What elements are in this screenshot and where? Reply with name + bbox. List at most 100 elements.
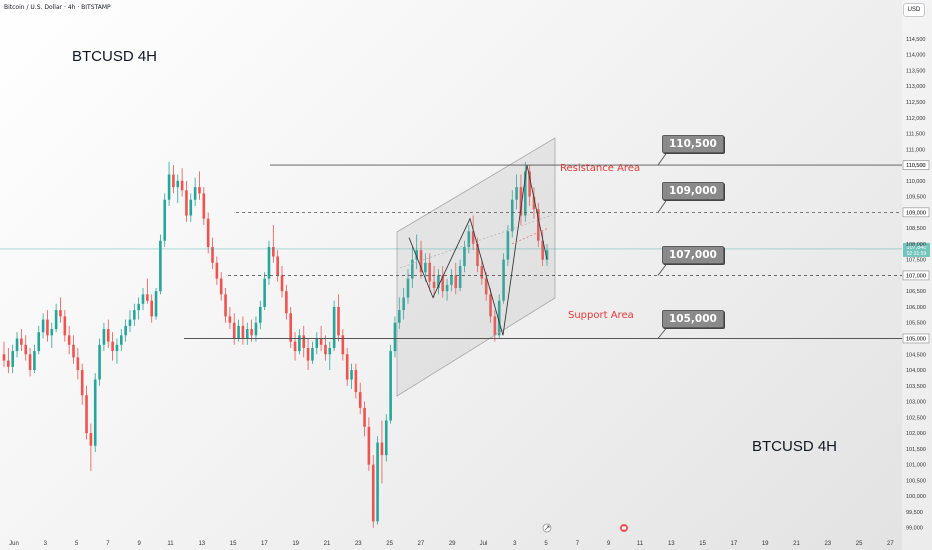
candle-body — [241, 325, 245, 339]
candle-body — [202, 193, 206, 219]
y-tick-label: 104,500 — [906, 352, 926, 358]
x-tick-label: 5 — [75, 541, 79, 547]
candle-body — [402, 297, 405, 311]
candle-body — [228, 316, 232, 323]
candle-body — [189, 199, 193, 216]
price-tag-107000-bg — [902, 270, 930, 281]
x-tick-label: 19 — [762, 541, 769, 547]
x-tick-label: 7 — [106, 541, 110, 547]
candle-body — [72, 344, 75, 358]
candle-body — [424, 262, 427, 273]
candle-body — [250, 329, 253, 336]
candle-body — [306, 347, 310, 361]
candle-body — [7, 360, 10, 367]
flag-icon-glyph — [622, 526, 626, 530]
candle-body — [93, 379, 97, 446]
candle-body — [54, 310, 58, 330]
candle-body — [159, 240, 162, 292]
candle-body — [384, 420, 388, 456]
y-tick-label: 101,500 — [906, 447, 926, 453]
y-tick-label: 103,000 — [906, 400, 926, 406]
candle-body — [328, 347, 332, 355]
candle-body — [33, 351, 36, 371]
candle-body — [180, 180, 184, 191]
x-tick-label: 27 — [418, 541, 425, 547]
candle-body — [167, 174, 171, 200]
candle-body — [133, 310, 136, 320]
candle-body — [141, 294, 145, 304]
ascending-channel — [396, 137, 556, 397]
y-tick-label: 99,000 — [906, 526, 923, 532]
candle-body — [289, 313, 293, 342]
callout-105000: 105,000 — [662, 310, 724, 328]
callout-connector — [657, 261, 669, 276]
x-tick-label: 15 — [230, 541, 237, 547]
x-tick-label: 7 — [576, 541, 580, 547]
candle-body — [76, 357, 80, 371]
y-tick-label: 110,500 — [906, 163, 925, 169]
candle-body — [545, 250, 549, 260]
candle-body — [324, 344, 327, 355]
candle-body — [137, 303, 140, 311]
event-icon — [542, 523, 552, 533]
candle-body — [285, 291, 288, 314]
candle-body — [523, 171, 527, 216]
candle-body — [24, 344, 28, 355]
y-tick-label: 104,000 — [906, 368, 926, 374]
y-tick-label: 113,000 — [906, 84, 925, 90]
time-axis: Jun 3 5 7 9 11 13 15 17 19 21 23 25 27 29 Jul 3 5 7 9 11 13 15… — [9, 541, 894, 547]
candle-body — [254, 322, 258, 336]
x-tick-label: 13 — [668, 541, 675, 547]
callout-107000: 107,000 — [662, 246, 724, 264]
candle-body — [232, 322, 236, 339]
candle-body — [380, 442, 384, 456]
candle-body — [111, 341, 114, 352]
y-tick-label: 102,500 — [906, 415, 926, 421]
price-axis-bg — [902, 0, 932, 550]
candle-body — [437, 275, 440, 289]
callout-connector — [657, 325, 669, 339]
overlay-layer: 110,500 109,000 107,000 105,000 107,84002:31… — [0, 137, 930, 533]
symbol-header[interactable]: Bitcoin / U.S. Dollar · 4h · BITSTAMP — [4, 4, 111, 11]
candle-body — [119, 335, 123, 345]
chart-title-top: BTCUSD 4H — [72, 48, 158, 65]
x-tick-label: 5 — [544, 541, 548, 547]
candle-body — [272, 247, 275, 257]
candle-body — [98, 344, 101, 380]
candle-body — [337, 306, 340, 336]
candle-body — [489, 294, 492, 317]
candle-body — [128, 319, 132, 326]
callout-109000: 109,000 — [662, 182, 724, 200]
y-tick-label: 102,000 — [906, 431, 926, 437]
candle-body — [237, 325, 240, 339]
candle-body — [215, 262, 219, 279]
x-tick-label: Jun — [9, 541, 19, 547]
candle-body — [172, 174, 175, 188]
candle-body — [37, 332, 41, 352]
x-tick-label: 13 — [198, 541, 205, 547]
candle-body — [415, 250, 418, 260]
candle-body — [476, 243, 479, 266]
candle-body — [467, 231, 471, 248]
candle-body — [89, 433, 93, 446]
candle-body — [315, 338, 319, 348]
candle-body — [506, 231, 510, 260]
zigzag-pattern — [408, 164, 548, 336]
candle-body — [176, 180, 180, 188]
chart-title-bottom: BTCUSD 4H — [752, 438, 838, 455]
candle-body — [367, 426, 371, 465]
candle-body — [154, 291, 158, 317]
candle-body — [389, 351, 392, 421]
x-tick-label: 23 — [355, 541, 362, 547]
candle-body — [59, 310, 62, 317]
candle-body — [28, 354, 32, 371]
x-tick-label: 29 — [449, 541, 456, 547]
x-tick-label: 11 — [637, 541, 644, 547]
candle-body — [298, 335, 301, 352]
candle-body — [358, 392, 362, 408]
y-tick-label: 106,000 — [906, 305, 926, 311]
candle-body — [267, 247, 271, 279]
currency-button[interactable]: USD — [903, 3, 925, 17]
